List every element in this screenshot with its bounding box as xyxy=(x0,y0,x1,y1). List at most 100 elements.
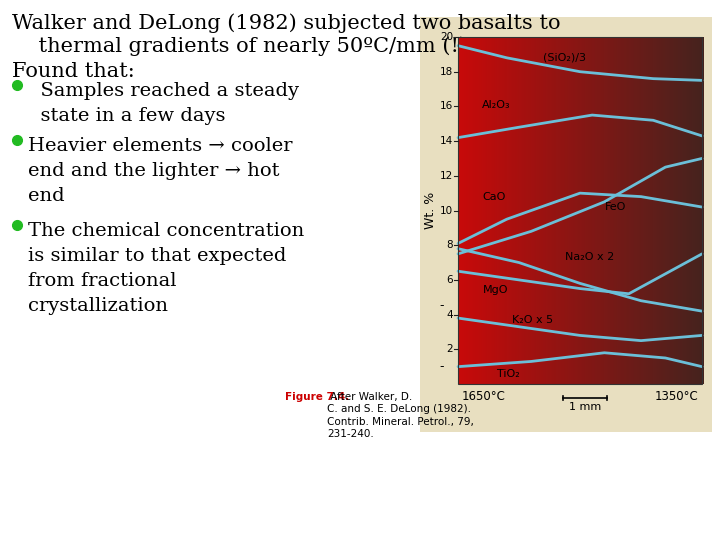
Bar xyxy=(521,37,523,384)
Bar xyxy=(536,37,539,384)
Bar xyxy=(688,37,690,384)
Bar xyxy=(662,37,665,384)
Bar xyxy=(487,37,489,384)
Bar xyxy=(523,37,526,384)
Bar xyxy=(647,37,650,384)
Bar xyxy=(606,37,608,384)
Bar xyxy=(678,37,680,384)
Text: 4: 4 xyxy=(446,309,453,320)
Bar xyxy=(458,37,702,384)
Text: (SiO₂)/3: (SiO₂)/3 xyxy=(544,53,586,63)
Bar xyxy=(462,37,464,384)
Bar xyxy=(695,37,697,384)
Bar xyxy=(557,37,559,384)
Bar xyxy=(611,37,613,384)
Text: Wt. %: Wt. % xyxy=(423,192,436,229)
Bar xyxy=(527,37,529,384)
Bar xyxy=(590,37,592,384)
Bar xyxy=(608,37,611,384)
Bar xyxy=(672,37,675,384)
Bar xyxy=(568,37,570,384)
Bar xyxy=(685,37,687,384)
Bar xyxy=(510,37,513,384)
Bar xyxy=(616,37,619,384)
Text: 6: 6 xyxy=(446,275,453,285)
Bar xyxy=(642,37,644,384)
Bar xyxy=(683,37,685,384)
Bar xyxy=(564,37,567,384)
Bar xyxy=(474,37,476,384)
Bar xyxy=(577,37,580,384)
Bar xyxy=(680,37,683,384)
Bar xyxy=(631,37,633,384)
Bar xyxy=(660,37,662,384)
Bar xyxy=(624,37,626,384)
Bar xyxy=(531,37,534,384)
Bar xyxy=(676,37,678,384)
Bar xyxy=(505,37,508,384)
Bar xyxy=(593,37,595,384)
Bar xyxy=(482,37,485,384)
Text: 12: 12 xyxy=(440,171,453,181)
Bar xyxy=(458,37,460,384)
Bar xyxy=(673,37,676,384)
Bar xyxy=(572,37,575,384)
Bar xyxy=(560,37,563,384)
Text: Samples reached a steady
  state in a few days: Samples reached a steady state in a few … xyxy=(28,82,299,125)
Bar xyxy=(477,37,480,384)
Bar xyxy=(467,37,469,384)
Bar xyxy=(656,37,658,384)
Text: K₂O x 5: K₂O x 5 xyxy=(512,315,553,325)
Text: 1650°C: 1650°C xyxy=(462,390,506,403)
Bar xyxy=(649,37,652,384)
Bar xyxy=(600,37,603,384)
Bar xyxy=(464,37,467,384)
Bar xyxy=(497,37,500,384)
Bar xyxy=(647,37,649,384)
Text: 10: 10 xyxy=(440,206,453,215)
Text: 20: 20 xyxy=(440,32,453,42)
Bar xyxy=(587,37,589,384)
Bar xyxy=(684,37,686,384)
Bar xyxy=(526,37,528,384)
Bar xyxy=(549,37,551,384)
Text: 1 mm: 1 mm xyxy=(569,402,601,412)
Bar xyxy=(545,37,547,384)
Bar xyxy=(518,37,520,384)
Bar xyxy=(614,37,616,384)
Bar xyxy=(634,37,636,384)
Bar xyxy=(563,37,565,384)
Bar xyxy=(629,37,632,384)
Bar xyxy=(678,37,680,384)
Bar xyxy=(498,37,500,384)
Bar xyxy=(633,37,635,384)
Text: -: - xyxy=(440,299,444,313)
Bar xyxy=(651,37,653,384)
Bar xyxy=(540,37,542,384)
Bar xyxy=(596,37,598,384)
Bar xyxy=(472,37,474,384)
Bar xyxy=(648,37,651,384)
Bar xyxy=(644,37,647,384)
Bar xyxy=(683,37,685,384)
Text: TiO₂: TiO₂ xyxy=(497,369,520,380)
Text: -: - xyxy=(440,360,444,373)
Bar xyxy=(539,37,541,384)
Bar xyxy=(585,37,588,384)
Bar xyxy=(632,37,634,384)
Text: FeO: FeO xyxy=(604,202,626,212)
Bar xyxy=(698,37,701,384)
Bar xyxy=(546,37,549,384)
Bar xyxy=(638,37,640,384)
Bar xyxy=(515,37,517,384)
Bar xyxy=(564,37,566,384)
Bar xyxy=(604,37,607,384)
Bar xyxy=(626,37,629,384)
Text: MgO: MgO xyxy=(482,285,508,295)
Bar xyxy=(544,37,546,384)
Bar xyxy=(590,37,593,384)
Text: 18: 18 xyxy=(440,67,453,77)
Bar xyxy=(698,37,701,384)
Bar xyxy=(533,37,535,384)
Bar xyxy=(490,37,492,384)
